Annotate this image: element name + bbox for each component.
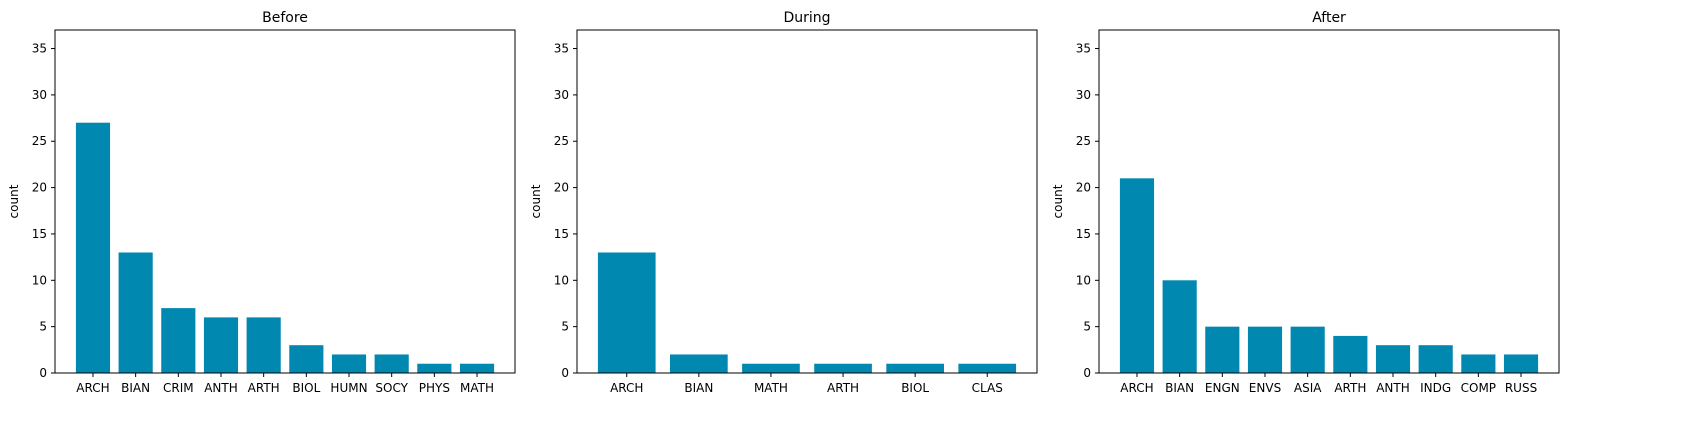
panel-2-ytick-label: 20 bbox=[554, 181, 569, 195]
panel-1-ytick-label: 25 bbox=[32, 134, 47, 148]
panel-1-xtick-label-arch: ARCH bbox=[76, 381, 109, 395]
panel-2-bar-math bbox=[742, 363, 800, 373]
panel-1-xtick-label-arth: ARTH bbox=[248, 381, 280, 395]
panel-2-xtick-label-arth: ARTH bbox=[827, 381, 859, 395]
panel-1-ylabel: count bbox=[7, 184, 21, 218]
panel-2-title: During bbox=[783, 10, 830, 26]
panel-1-ytick-label: 35 bbox=[32, 42, 47, 56]
panel-3-xtick-label-comp: COMP bbox=[1461, 381, 1496, 395]
panel-3-bar-arch bbox=[1119, 178, 1155, 373]
panel-2-xtick-label-math: MATH bbox=[754, 381, 788, 395]
panel-2-xtick-label-arch: ARCH bbox=[610, 381, 643, 395]
panel-2-ytick-label: 10 bbox=[554, 273, 569, 287]
panel-1-ytick-label: 10 bbox=[32, 273, 47, 287]
panel-1-bar-bian bbox=[118, 252, 153, 373]
panel-3-ytick-label: 20 bbox=[1076, 181, 1091, 195]
panel-2-ytick-label: 5 bbox=[561, 320, 569, 334]
panel-1-bar-phys bbox=[417, 363, 452, 373]
panel-1-xtick-label-math: MATH bbox=[460, 381, 494, 395]
panel-3-bar-engn bbox=[1205, 326, 1240, 373]
panel-2-bar-biol bbox=[886, 363, 944, 373]
panel-3-ytick-label: 5 bbox=[1083, 320, 1091, 334]
panel-3-bar-asia bbox=[1290, 326, 1325, 373]
panel-3-ylabel: count bbox=[1051, 184, 1065, 218]
panel-3-ytick-label: 25 bbox=[1076, 134, 1091, 148]
panel-1-bar-socy bbox=[374, 354, 409, 373]
panel-1-ytick-label: 0 bbox=[39, 366, 47, 380]
panel-1-xtick-label-socy: SOCY bbox=[375, 381, 408, 395]
panel-1-ytick-label: 5 bbox=[39, 320, 47, 334]
panel-3-xtick-label-arth: ARTH bbox=[1334, 381, 1366, 395]
panel-3-xtick-label-indg: INDG bbox=[1420, 381, 1451, 395]
panel-3-bar-anth bbox=[1375, 345, 1411, 373]
panel-2-ytick-label: 30 bbox=[554, 88, 569, 102]
panel-2-ytick-label: 0 bbox=[561, 366, 569, 380]
panel-1-bar-anth bbox=[203, 317, 239, 373]
panel-2-bar-bian bbox=[670, 354, 728, 373]
panel-3-bar-russ bbox=[1503, 354, 1539, 373]
panel-3-xtick-label-asia: ASIA bbox=[1294, 381, 1322, 395]
panel-1-bar-arth bbox=[246, 317, 281, 373]
panel-2-bar-arch bbox=[597, 252, 656, 373]
panel-3-ytick-label: 10 bbox=[1076, 273, 1091, 287]
panel-1-ytick-label: 15 bbox=[32, 227, 47, 241]
panel-2-xtick-label-bian: BIAN bbox=[684, 381, 713, 395]
panel-1-xtick-label-phys: PHYS bbox=[419, 381, 450, 395]
panel-3-xtick-label-envs: ENVS bbox=[1249, 381, 1281, 395]
panel-3-ytick-label: 0 bbox=[1083, 366, 1091, 380]
panel-3-bar-bian bbox=[1162, 280, 1197, 373]
panel-1-bar-arch bbox=[75, 122, 111, 373]
panel-1-ytick-label: 30 bbox=[32, 88, 47, 102]
panel-2-ytick-label: 25 bbox=[554, 134, 569, 148]
panel-3-axes-frame bbox=[1098, 29, 1560, 374]
panel-3-xtick-label-bian: BIAN bbox=[1165, 381, 1194, 395]
panel-2-ytick-label: 15 bbox=[554, 227, 569, 241]
panel-1-bar-math bbox=[459, 363, 495, 373]
panel-3-ytick-label: 15 bbox=[1076, 227, 1091, 241]
panel-3-xtick-label-russ: RUSS bbox=[1505, 381, 1537, 395]
panel-1-bar-biol bbox=[289, 345, 324, 373]
panel-2-ytick-label: 35 bbox=[554, 42, 569, 56]
panel-3-ytick-label: 35 bbox=[1076, 42, 1091, 56]
panel-3-xtick-label-engn: ENGN bbox=[1205, 381, 1240, 395]
panel-1-bar-crim bbox=[161, 308, 196, 373]
panel-2-ylabel: count bbox=[529, 184, 543, 218]
panel-1-xtick-label-humn: HUMN bbox=[330, 381, 367, 395]
panel-1-ytick-label: 20 bbox=[32, 181, 47, 195]
panel-1-axes-frame bbox=[54, 29, 516, 374]
panel-3-bar-envs bbox=[1247, 326, 1283, 373]
panel-3-ytick-label: 30 bbox=[1076, 88, 1091, 102]
panel-1-xtick-label-bian: BIAN bbox=[121, 381, 150, 395]
panel-2-xtick-label-biol: BIOL bbox=[901, 381, 929, 395]
panel-1-xtick-label-biol: BIOL bbox=[292, 381, 320, 395]
panel-3-bar-arth bbox=[1333, 335, 1368, 373]
panel-3-title: After bbox=[1312, 10, 1346, 26]
panel-2-bar-arth bbox=[814, 363, 872, 373]
panel-3-bar-indg bbox=[1418, 345, 1453, 373]
panel-3-xtick-label-arch: ARCH bbox=[1120, 381, 1153, 395]
panel-1-bar-humn bbox=[331, 354, 367, 373]
panel-2-xtick-label-clas: CLAS bbox=[972, 381, 1003, 395]
panel-3-bar-comp bbox=[1461, 354, 1496, 373]
panel-2-axes-frame bbox=[576, 29, 1038, 374]
panel-1-xtick-label-crim: CRIM bbox=[163, 381, 194, 395]
panel-2-bar-clas bbox=[958, 363, 1017, 373]
panel-1-xtick-label-anth: ANTH bbox=[204, 381, 238, 395]
panel-3-xtick-label-anth: ANTH bbox=[1376, 381, 1410, 395]
panel-1-title: Before bbox=[262, 10, 308, 26]
